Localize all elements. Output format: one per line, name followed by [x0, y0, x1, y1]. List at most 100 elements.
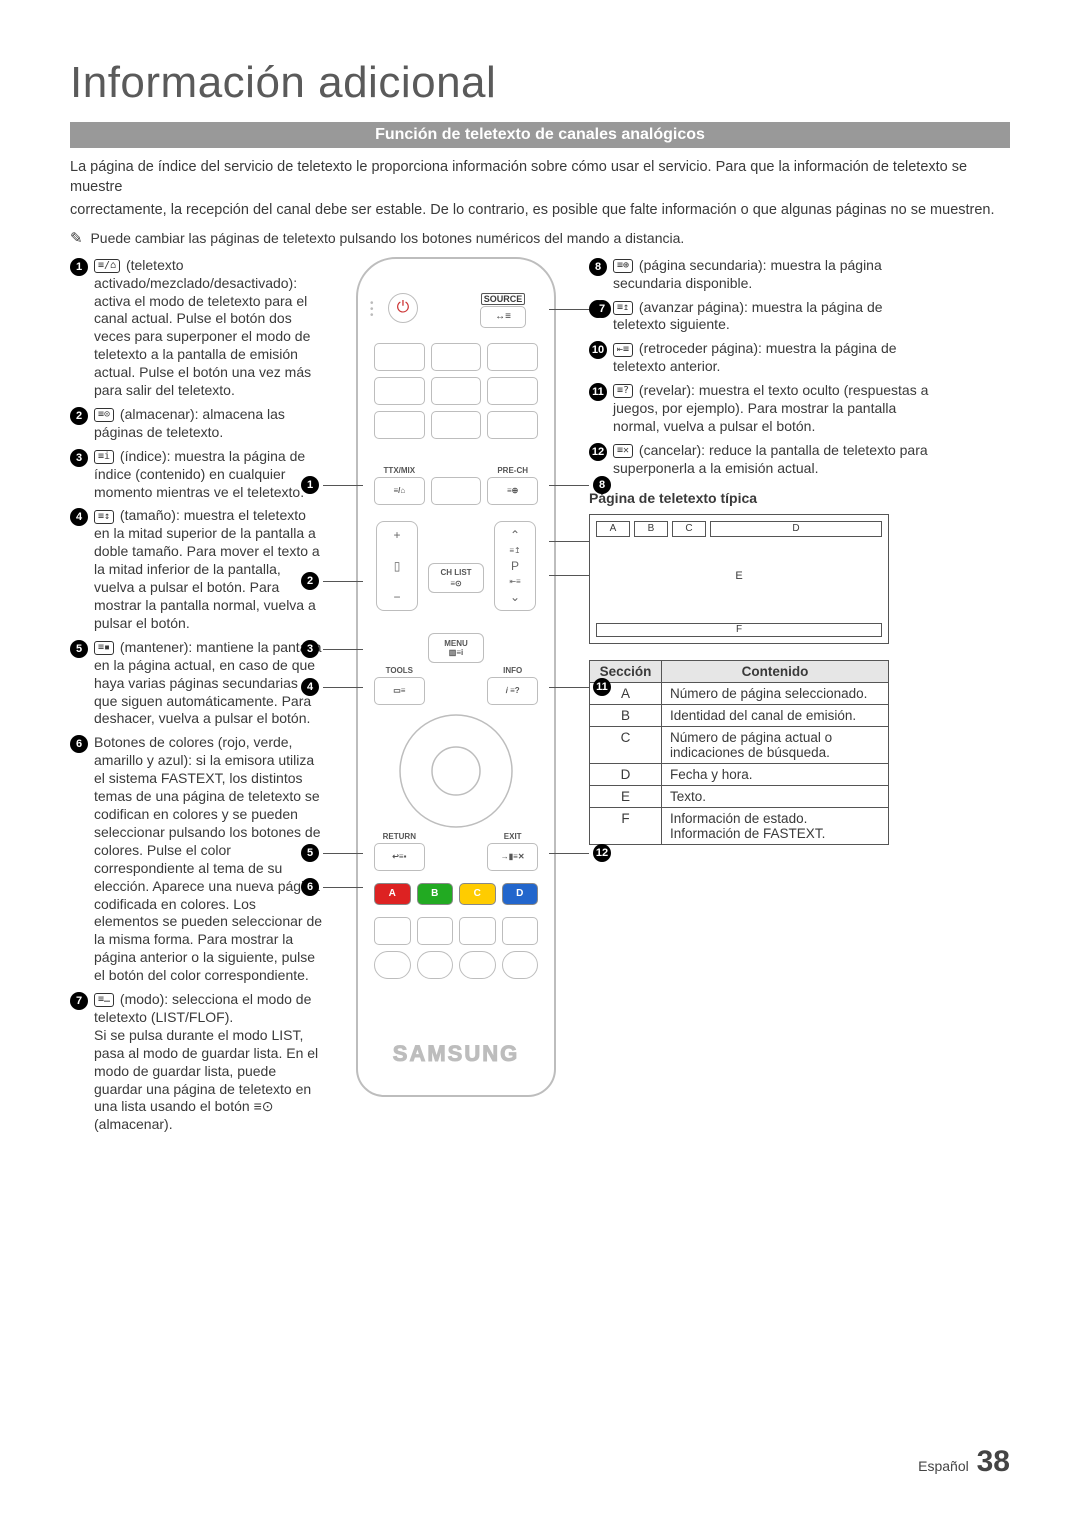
- tools-label: TOOLS: [386, 666, 413, 675]
- left-item-1: 1≡/⌂ (teletexto activado/mezclado/desact…: [70, 257, 323, 400]
- item-body: Botones de colores (rojo, verde, amarill…: [94, 734, 323, 985]
- callout-left-1: 1: [323, 485, 363, 486]
- color-c: C: [459, 883, 496, 905]
- intro-p2: correctamente, la recepción del canal de…: [70, 201, 1010, 221]
- tt-box-e: E: [735, 570, 742, 582]
- intro-p1: La página de índice del servicio de tele…: [70, 158, 1010, 197]
- tt-box-b: B: [634, 521, 668, 537]
- row-bottom1: [374, 917, 538, 945]
- teletext-icon: ≡↕: [94, 510, 114, 524]
- callout-number: 2: [301, 572, 319, 590]
- item-body: ≡⊕ (página secundaria): muestra la págin…: [613, 257, 929, 293]
- item-number: 10: [589, 341, 607, 359]
- table-row: CNúmero de página actual o indicaciones …: [590, 726, 889, 763]
- callout-number: 12: [593, 844, 611, 862]
- callout-number: 4: [301, 678, 319, 696]
- item-body: ≡▪ (mantener): mantiene la pantalla en l…: [94, 639, 323, 729]
- callout-right-11: 11: [549, 687, 589, 688]
- callout-number: 11: [593, 678, 611, 696]
- remote-dots: •••: [370, 301, 374, 319]
- callout-left-3: 3: [323, 649, 363, 650]
- item-body: ⇤≡ (retroceder página): muestra la págin…: [613, 340, 929, 376]
- table-row: ETexto.: [590, 785, 889, 807]
- teletext-icon: ≡✕: [613, 444, 633, 458]
- cell-val: Número de página seleccionado.: [662, 682, 889, 704]
- teletext-icon: ≡?: [613, 384, 633, 398]
- info-label: INFO: [503, 666, 522, 675]
- item-body: ≡⊙ (almacenar): almacena las páginas de …: [94, 406, 323, 442]
- tt-box-f: F: [596, 623, 882, 637]
- callout-right-12: 12: [549, 853, 589, 854]
- callout-right-9: 9: [549, 541, 589, 542]
- source-button: SOURCE ↔≡: [480, 293, 526, 328]
- remote-column: ••• SOURCE ↔≡ TTX/MIX≡/⌂ PRE-CH≡⊕: [329, 257, 583, 1097]
- menu-label: MENU: [444, 639, 468, 648]
- p-label: P: [511, 559, 519, 573]
- right-item-8: 8 ≡⊕ (página secundaria): muestra la pági…: [589, 257, 929, 293]
- cell-val: Fecha y hora.: [662, 763, 889, 785]
- item-number: 5: [70, 640, 88, 658]
- tt-box-a: A: [596, 521, 630, 537]
- left-column: 1≡/⌂ (teletexto activado/mezclado/desact…: [70, 257, 323, 1141]
- page-footer: Español 38: [918, 1445, 1010, 1479]
- teletext-icon: ⇤≡: [613, 343, 633, 357]
- th-contenido: Contenido: [662, 660, 889, 682]
- color-a: A: [374, 883, 411, 905]
- right-item-10: 10 ⇤≡ (retroceder página): muestra la pág…: [589, 340, 929, 376]
- teletext-icon: ≡⊕: [613, 259, 633, 273]
- cell-val: Número de página actual o indicaciones d…: [662, 726, 889, 763]
- item-number: 7: [70, 992, 88, 1010]
- left-item-3: 3≡i (índice): muestra la página de índic…: [70, 448, 323, 502]
- callout-right-7: 7: [549, 309, 589, 310]
- item-number: 4: [70, 508, 88, 526]
- tt-box-d: D: [710, 521, 882, 537]
- teletext-icon: ≡…: [94, 993, 114, 1007]
- row-return: RETURN↩≡▪ EXIT→▮≡✕: [374, 843, 538, 871]
- cell-key: F: [590, 807, 662, 844]
- left-item-2: 2≡⊙ (almacenar): almacena las páginas de…: [70, 406, 323, 442]
- table-row: DFecha y hora.: [590, 763, 889, 785]
- callout-left-6: 6: [323, 887, 363, 888]
- exit-label: EXIT: [504, 832, 522, 841]
- cell-key: D: [590, 763, 662, 785]
- teletext-page-title: Página de teletexto típica: [589, 490, 929, 506]
- callout-number: 7: [593, 300, 611, 318]
- volume-rocker: +▯−: [376, 521, 418, 611]
- row-colors: A B C D: [374, 883, 538, 905]
- page-title: Información adicional: [70, 58, 1010, 108]
- item-number: 11: [589, 383, 607, 401]
- table-row: BIdentidad del canal de emisión.: [590, 704, 889, 726]
- cell-key: B: [590, 704, 662, 726]
- source-label: SOURCE: [481, 293, 526, 305]
- chlist-button: CH LIST ≡⊙: [428, 563, 484, 593]
- remote-illustration: ••• SOURCE ↔≡ TTX/MIX≡/⌂ PRE-CH≡⊕: [329, 257, 583, 1097]
- intro-text: La página de índice del servicio de tele…: [70, 158, 1010, 221]
- cell-key: E: [590, 785, 662, 807]
- callout-right-10: 10: [549, 575, 589, 576]
- numpad: [374, 343, 538, 445]
- return-label: RETURN: [383, 832, 416, 841]
- item-body: ≡… (modo): selecciona el modo de teletex…: [94, 991, 323, 1134]
- cell-key: C: [590, 726, 662, 763]
- callout-number: 5: [301, 844, 319, 862]
- item-body: ≡↕ (tamaño): muestra el teletexto en la …: [94, 507, 323, 632]
- callout-number: 8: [593, 476, 611, 494]
- callout-left-2: 2: [323, 581, 363, 582]
- left-item-6: 6 Botones de colores (rojo, verde, amari…: [70, 734, 323, 985]
- teletext-icon: ≡⊙: [94, 408, 114, 422]
- chlist-label: CH LIST: [440, 568, 471, 577]
- right-item-12: 12 ≡✕ (cancelar): reduce la pantalla de t…: [589, 442, 929, 478]
- callout-number: 6: [301, 878, 319, 896]
- right-column: 8 ≡⊕ (página secundaria): muestra la pági…: [589, 257, 929, 845]
- item-body: ≡i (índice): muestra la página de índice…: [94, 448, 323, 502]
- teletext-icon: ≡i: [94, 450, 114, 464]
- item-body: ≡✕ (cancelar): reduce la pantalla de tel…: [613, 442, 929, 478]
- callout-right-8: 8: [549, 485, 589, 486]
- item-number: 8: [589, 258, 607, 276]
- section-banner: Función de teletexto de canales analógic…: [70, 122, 1010, 148]
- teletext-page-diagram: A B C D E F: [589, 514, 889, 644]
- channel-rocker: ⌃≡↥ P ⇤≡⌄: [494, 521, 536, 611]
- note-line: ✎ Puede cambiar las páginas de teletexto…: [70, 229, 1010, 247]
- color-d: D: [502, 883, 539, 905]
- item-number: 12: [589, 443, 607, 461]
